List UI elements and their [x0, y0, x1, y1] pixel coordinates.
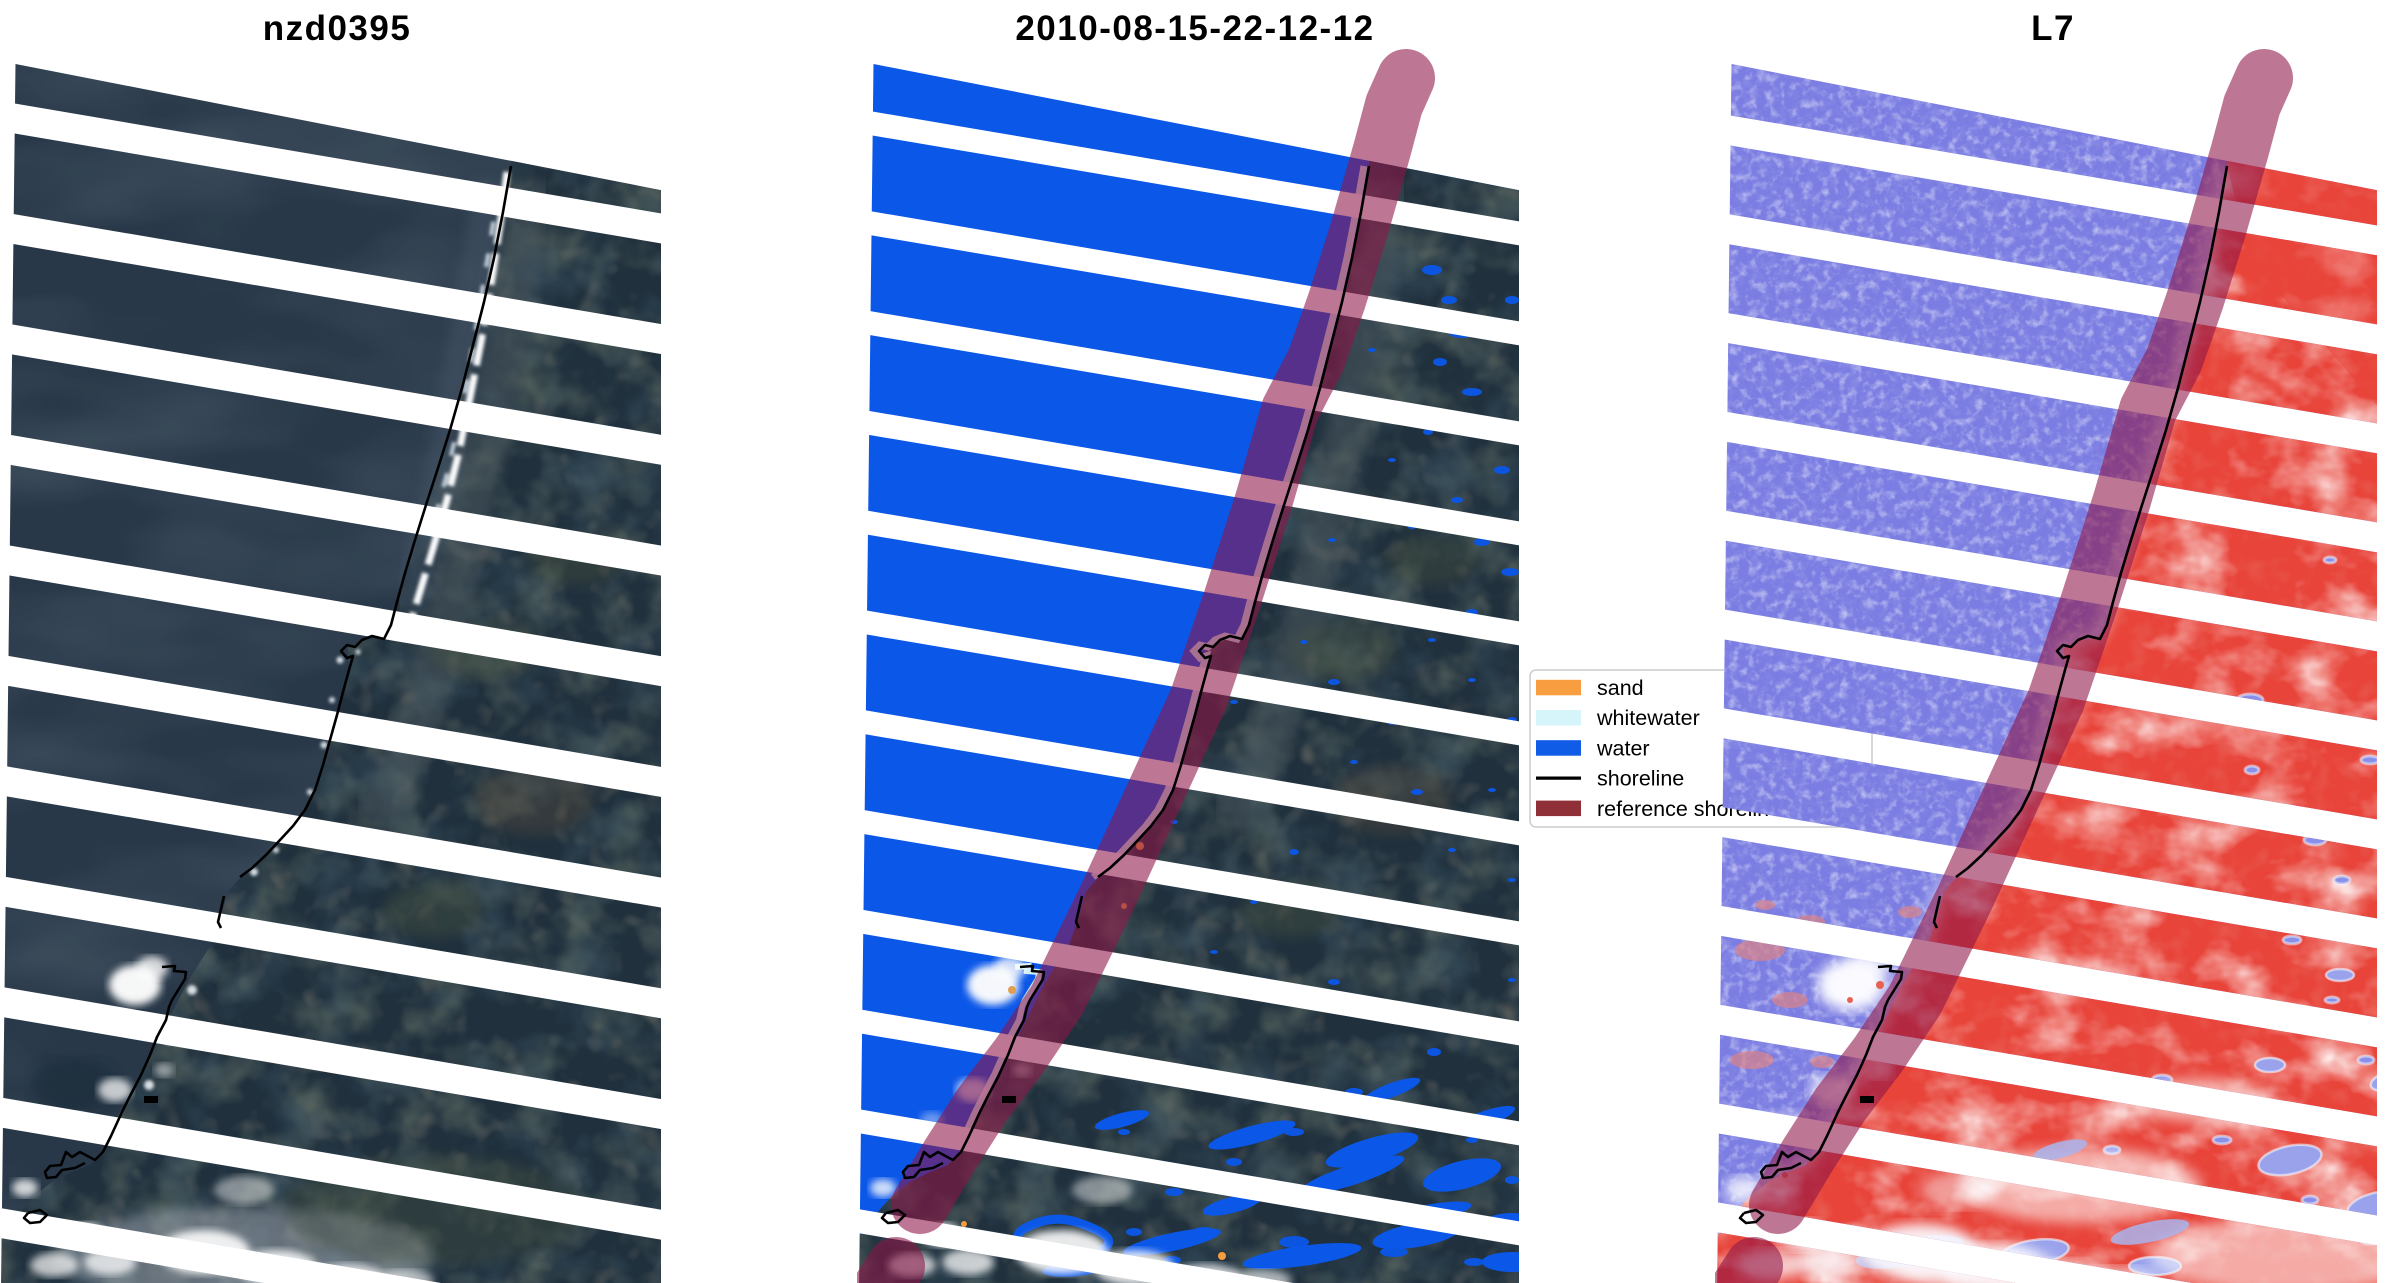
- svg-text:water: water: [1596, 736, 1650, 760]
- svg-text:whitewater: whitewater: [1596, 706, 1700, 730]
- svg-text:nzd0395: nzd0395: [263, 9, 412, 48]
- svg-text:L7: L7: [2031, 9, 2075, 48]
- svg-text:shoreline: shoreline: [1597, 767, 1684, 791]
- svg-text:sand: sand: [1597, 676, 1644, 700]
- svg-text:2010-08-15-22-12-12: 2010-08-15-22-12-12: [1015, 9, 1374, 48]
